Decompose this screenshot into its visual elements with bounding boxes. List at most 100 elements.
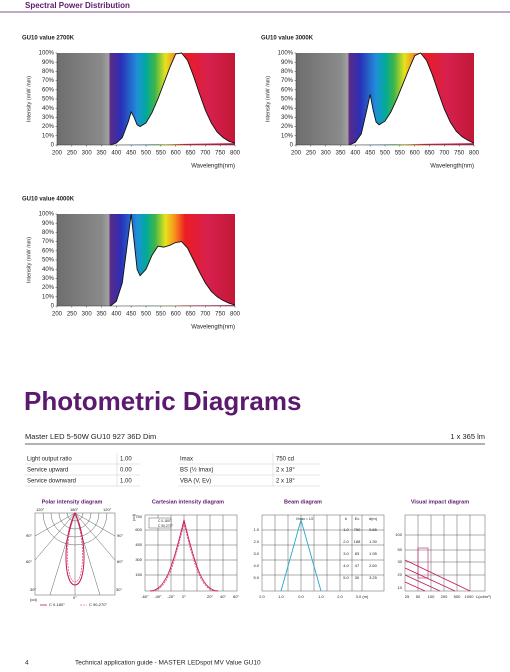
- y-tick-label: 50: [398, 547, 403, 552]
- chart-title: GU10 value 2700K: [22, 36, 75, 42]
- y-tick-label: 0: [290, 143, 294, 149]
- x-tick-label: 700: [200, 151, 211, 157]
- y-tick-label: 100: [395, 532, 402, 537]
- diagram-title: Beam diagram: [284, 499, 322, 505]
- visual-impact-diagram: [404, 514, 486, 592]
- x-tick-label: 350: [335, 151, 346, 157]
- chart-title: GU10 value 4000K: [22, 197, 75, 203]
- unit: L(cd/m²): [476, 594, 492, 599]
- y-tick-label: 30: [398, 559, 403, 564]
- y-tick-label: 600: [135, 527, 142, 532]
- x-tick-label: 550: [156, 151, 167, 157]
- axis-label: 180°: [70, 507, 79, 512]
- unit: (cd): [30, 597, 38, 602]
- y-tick-label: 40%: [281, 106, 294, 112]
- cartesian-diagram: [144, 514, 238, 592]
- section-title: Spectral Power Distribution: [25, 1, 130, 10]
- y-tick-label: 40%: [42, 267, 55, 273]
- cell: 1.00: [120, 479, 132, 485]
- x-tick-label: 400: [111, 312, 122, 318]
- cell: 750 cd: [276, 457, 294, 463]
- y-axis-label: Intensity (mW /nm): [26, 237, 32, 283]
- cell: 0.00: [120, 468, 132, 474]
- cell: 1.95: [369, 551, 378, 556]
- x-tick-label: 500: [380, 151, 391, 157]
- x-tick-label: 1000: [465, 594, 475, 599]
- unit: (cd): [131, 513, 136, 521]
- y-tick-label: 70%: [281, 78, 294, 84]
- x-tick-label: 500: [141, 151, 152, 157]
- lamp-name: Master LED 5-50W GU10 927 36D Dim: [25, 432, 156, 441]
- diagram-title: Cartesian intensity diagram: [152, 499, 224, 505]
- beam-diagram: [261, 514, 385, 592]
- axis-label: 90°: [117, 533, 123, 538]
- legend: C 0-180°: [49, 602, 65, 607]
- x-tick-label: 60°: [233, 594, 239, 599]
- column-header: d(m): [369, 516, 378, 521]
- heading: Photometric Diagrams: [24, 386, 301, 416]
- spectral-charts: GU10 value 2700K 0 10% 20% 30% 40% 50% 60% 70% 80…: [22, 36, 480, 331]
- cell: 188: [354, 539, 361, 544]
- x-tick-label: 20°: [207, 594, 213, 599]
- x-tick-label: 400: [350, 151, 361, 157]
- x-tick-label: 300: [321, 151, 332, 157]
- cell: 2 x 18°: [276, 468, 295, 474]
- y-tick-label: 100%: [278, 51, 294, 57]
- x-tick-label: 40°: [220, 594, 226, 599]
- y-tick-label: 80%: [42, 230, 55, 236]
- spectrum-curve: [110, 213, 236, 307]
- cell: 2.0: [343, 539, 349, 544]
- y-tick-label: 70%: [42, 78, 55, 84]
- chart-title: GU10 value 3000K: [261, 36, 314, 42]
- x-tick-label: 25: [405, 594, 410, 599]
- y-tick-label: 150: [135, 572, 142, 577]
- axis-label: 30°: [116, 587, 122, 592]
- cell: 1.0: [343, 527, 349, 532]
- y-tick-label: 0: [51, 304, 55, 310]
- y-tick-label: 3.0: [253, 551, 259, 556]
- legend: C 90-270°: [158, 524, 174, 528]
- x-tick-label: 350: [96, 312, 107, 318]
- page-number: 4: [25, 660, 29, 667]
- y-tick-label: 1.0: [253, 527, 259, 532]
- cell: 2 x 18°: [276, 479, 295, 485]
- y-tick-label: 300: [135, 557, 142, 562]
- flux: 1 x 365 lm: [450, 432, 485, 441]
- y-tick-label: 50%: [42, 97, 55, 103]
- x-axis-label: Wavelength(nm): [191, 164, 235, 170]
- x-tick-label: -40°: [154, 594, 162, 599]
- x-tick-label: 350: [96, 151, 107, 157]
- y-tick-label: 10: [398, 585, 403, 590]
- cell: 3.0: [343, 551, 349, 556]
- column-header: h: [345, 516, 347, 521]
- x-tick-label: 600: [171, 151, 182, 157]
- y-tick-label: 450: [135, 542, 142, 547]
- x-tick-label: 1.0: [318, 594, 324, 599]
- x-tick-label: 50: [416, 594, 421, 599]
- y-tick-label: 20%: [281, 124, 294, 130]
- polar-diagram: [34, 511, 116, 596]
- y-tick-label: 60%: [281, 87, 294, 93]
- spectrum-curve: [349, 52, 475, 146]
- x-tick-label: 100: [428, 594, 435, 599]
- y-tick-label: 10%: [42, 294, 55, 300]
- x-tick-label: 0°: [182, 594, 186, 599]
- cell: Service downward: [27, 479, 76, 485]
- x-tick-label: 550: [156, 312, 167, 318]
- y-tick-label: 70%: [42, 239, 55, 245]
- cell: 1.00: [120, 457, 132, 463]
- x-tick-label: 500: [454, 594, 461, 599]
- x-tick-label: 300: [82, 312, 93, 318]
- diagram-title: Polar intensity diagram: [42, 499, 103, 505]
- y-tick-label: 4.0: [253, 563, 259, 568]
- x-tick-label: 800: [469, 151, 480, 157]
- x-tick-label: 2.0: [259, 594, 265, 599]
- y-tick-label: 20%: [42, 124, 55, 130]
- axis-label: 120°: [36, 507, 45, 512]
- y-tick-label: 20%: [42, 285, 55, 291]
- x-tick-label: 600: [410, 151, 421, 157]
- y-tick-label: 90%: [42, 221, 55, 227]
- cell: 3.25: [369, 575, 378, 580]
- axis-label: 0°: [73, 595, 77, 600]
